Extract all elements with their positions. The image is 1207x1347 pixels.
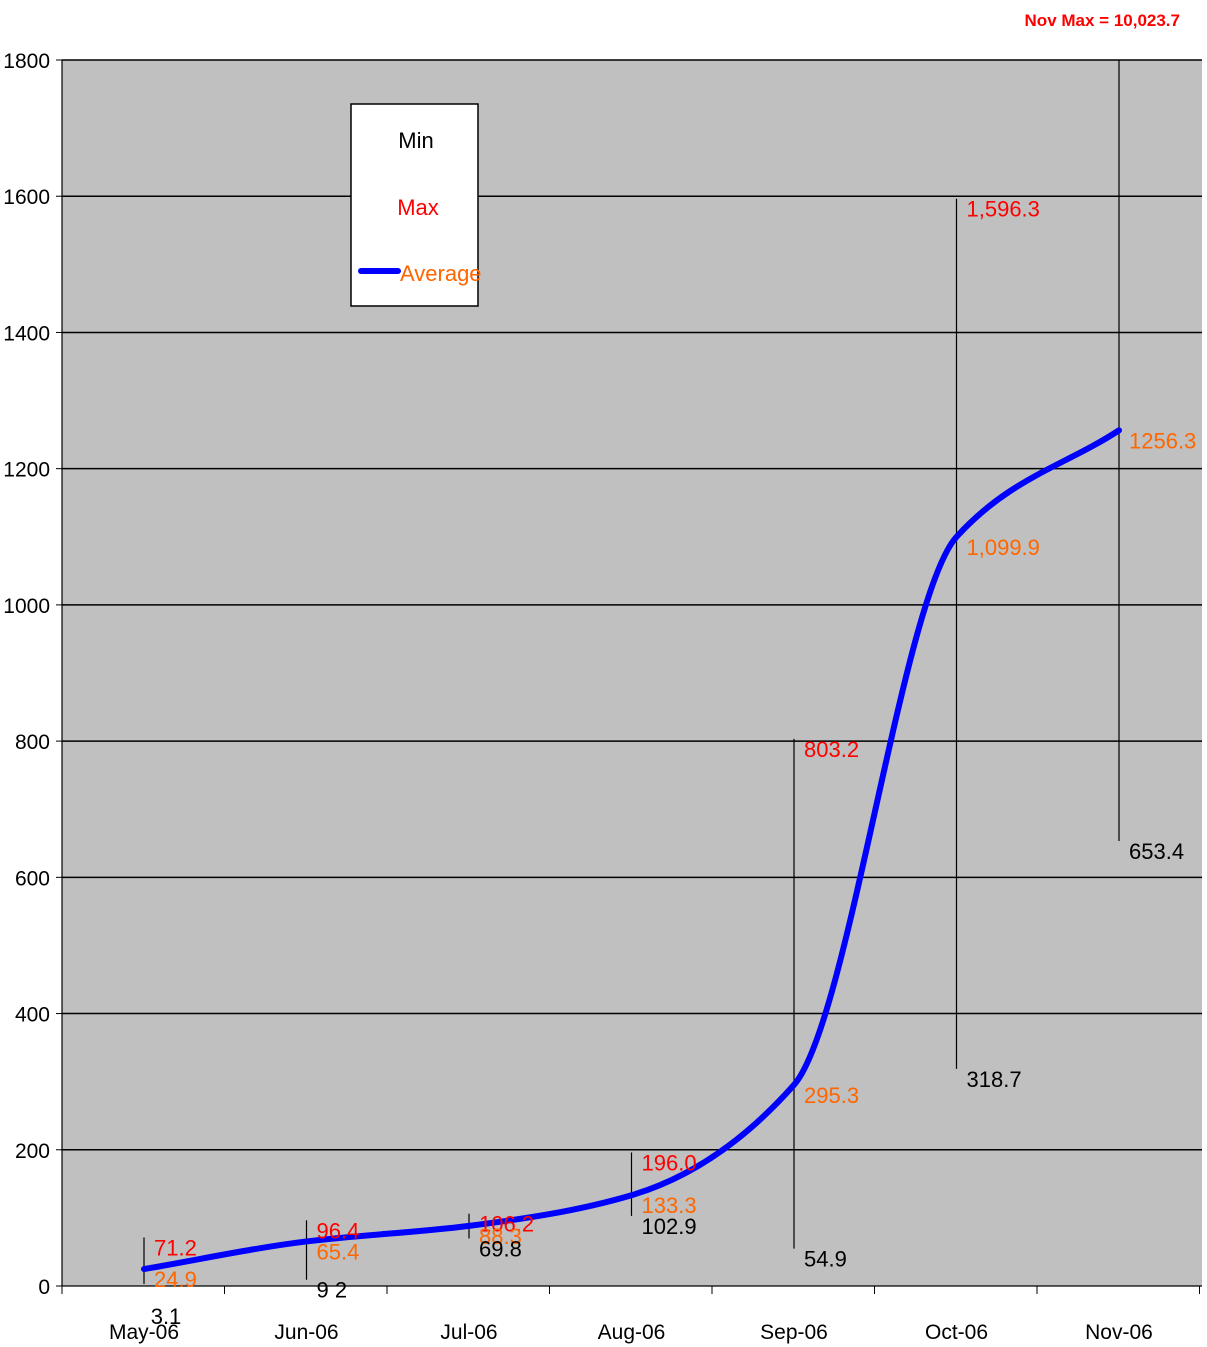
x-tick-label: May-06 bbox=[109, 1321, 179, 1344]
legend-min: Min bbox=[398, 128, 433, 153]
plot-area bbox=[62, 60, 1202, 1286]
x-tick-label: Oct-06 bbox=[925, 1321, 988, 1344]
nov-max-note: Nov Max = 10,023.7 bbox=[1025, 11, 1180, 30]
min-label: 54.9 bbox=[804, 1247, 847, 1272]
legend-max: Max bbox=[397, 195, 439, 220]
legend-average: Average bbox=[400, 261, 482, 286]
y-tick-label: 0 bbox=[38, 1276, 50, 1299]
data-labels: 71.2 24.9 3.1 96.465.4 9 2 106.288.369.8 196.0… bbox=[151, 197, 1197, 1329]
y-tick-label: 1600 bbox=[3, 186, 50, 209]
min-label: 318.7 bbox=[967, 1067, 1022, 1092]
legend: Min Max Average bbox=[350, 103, 482, 307]
average-label: 65.4 bbox=[317, 1239, 360, 1264]
average-label: 24.9 bbox=[154, 1267, 197, 1292]
x-tick-label: Sep-06 bbox=[760, 1321, 828, 1344]
x-tick-label: Nov-06 bbox=[1085, 1321, 1153, 1344]
max-label: 106.2 bbox=[479, 1212, 534, 1237]
average-label: 133.3 bbox=[642, 1193, 697, 1218]
y-tick-label: 400 bbox=[15, 1004, 50, 1027]
y-axis: 0 200 400 600 800 1000 1200 1400 1600 1800 bbox=[3, 50, 63, 1299]
average-label: 88.3 bbox=[479, 1224, 522, 1249]
y-tick-label: 1000 bbox=[3, 595, 50, 618]
y-tick-label: 1200 bbox=[3, 459, 50, 482]
min-label: 9 2 bbox=[317, 1278, 348, 1303]
max-label: 196.0 bbox=[642, 1151, 697, 1176]
gridlines bbox=[62, 59, 1202, 1151]
y-tick-label: 1800 bbox=[3, 50, 50, 73]
max-label: 1,596.3 bbox=[967, 197, 1040, 222]
min-max-lines bbox=[143, 60, 1120, 1284]
x-tick-label: Jun-06 bbox=[274, 1321, 338, 1344]
y-tick-label: 800 bbox=[15, 731, 50, 754]
y-tick-label: 600 bbox=[15, 867, 50, 890]
min-label: 3.1 bbox=[151, 1304, 182, 1329]
average-label: 295.3 bbox=[804, 1083, 859, 1108]
max-label: 803.2 bbox=[804, 737, 859, 762]
average-label: 1,099.9 bbox=[967, 535, 1040, 560]
y-tick-label: 1400 bbox=[3, 322, 50, 345]
average-label: 1256.3 bbox=[1129, 428, 1196, 453]
x-tick-label: Aug-06 bbox=[598, 1321, 666, 1344]
min-label: 653.4 bbox=[1129, 839, 1184, 864]
min-label: 69.8 bbox=[479, 1236, 522, 1261]
average-line bbox=[141, 427, 1122, 1273]
x-tick-label: Jul-06 bbox=[440, 1321, 497, 1344]
average-series bbox=[141, 427, 1122, 1273]
min-label: 102.9 bbox=[642, 1214, 697, 1239]
max-label: 96.4 bbox=[317, 1218, 360, 1243]
y-tick-label: 200 bbox=[15, 1140, 50, 1163]
max-label: 71.2 bbox=[154, 1236, 197, 1261]
x-axis: May-06 Jun-06 Jul-06 Aug-06 Sep-06 Oct-06 Nov-… bbox=[61, 1285, 1202, 1344]
